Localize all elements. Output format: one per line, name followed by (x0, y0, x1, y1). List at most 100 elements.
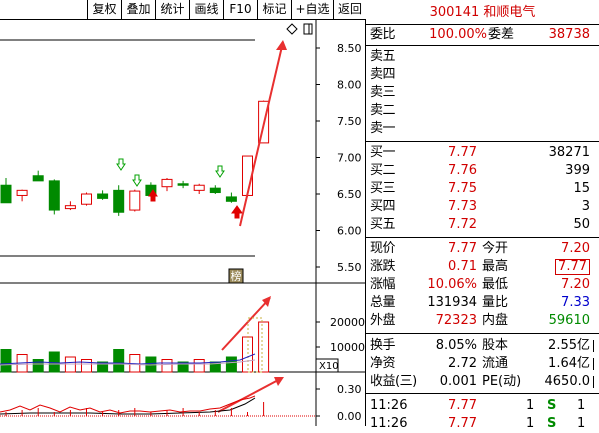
candle-body (113, 189, 125, 213)
candle-body (225, 196, 237, 202)
candle-body (81, 193, 92, 205)
buy-4-label: 买四 (370, 199, 396, 214)
tick-time: 11:26 (370, 398, 408, 413)
volume-bar (161, 359, 173, 373)
buy-1-label: 买一 (370, 145, 396, 160)
tick-row[interactable]: 11:26 7.77 1 S 1 (366, 415, 599, 433)
buy-5-row[interactable]: 买五 7.72 50 (366, 216, 599, 234)
tick-row[interactable]: 11:26 7.77 1 S 1 (366, 397, 599, 415)
add-favorite-button[interactable]: +自选 (291, 0, 333, 20)
draw-line-button[interactable]: 画线 (189, 0, 223, 20)
price-trend-arrow (239, 41, 284, 227)
ranking-badge-label: 榜 (231, 269, 242, 283)
low-value: 7.20 (561, 277, 590, 292)
candle-body (177, 183, 189, 186)
price-tick-label: 6.50 (337, 188, 362, 201)
window-icon[interactable] (303, 23, 313, 35)
sell-3-row[interactable]: 卖三 (366, 84, 599, 102)
green-arrow-icon (132, 174, 142, 187)
candle-body (16, 189, 28, 196)
sell-1-row[interactable]: 卖一 (366, 120, 599, 138)
candle-body (193, 184, 205, 191)
net-asset-value: 2.72 (448, 356, 477, 371)
volume-tick-label: 10000 (330, 341, 365, 354)
weibi-value: 100.00% (429, 27, 487, 42)
volume-bar (258, 321, 270, 373)
indicator-trend-arrowhead (274, 377, 284, 386)
indicator-tick-label: 0.00 (337, 410, 362, 423)
ranking-badge[interactable] (228, 268, 244, 284)
change-pct-label: 涨幅 (370, 277, 396, 292)
turnover-value: 8.05% (435, 338, 477, 353)
stat-row-price: 现价 7.77 今开 7.20 (366, 240, 599, 258)
statistics-button[interactable]: 统计 (155, 0, 189, 20)
share-capital-label: 股本 (482, 338, 509, 353)
buy-1-row[interactable]: 买一 7.77 38271 (366, 144, 599, 162)
high-label: 最高 (482, 259, 509, 274)
net-asset-label: 净资 (370, 356, 396, 371)
indicator-axis: 0.30 0.00 (316, 383, 362, 423)
buy-2-row[interactable]: 买二 7.76 399 (366, 162, 599, 180)
buy-3-label: 买三 (370, 181, 396, 196)
buy-5-price: 7.72 (448, 217, 477, 232)
price-tick-label: 8.00 (337, 79, 362, 92)
buy-1-volume: 38271 (548, 145, 590, 160)
volume-bar (32, 359, 44, 373)
volume-bar (177, 361, 189, 373)
buy-5-volume: 50 (573, 217, 590, 232)
buy-4-price: 7.73 (448, 199, 477, 214)
change-value: 0.71 (448, 259, 477, 274)
chart-option-icons[interactable] (286, 23, 313, 35)
buy-3-row[interactable]: 买三 7.75 15 (366, 180, 599, 198)
tick-count: 1 (577, 398, 586, 413)
candle-body (32, 175, 44, 182)
sell-5-row[interactable]: 卖五 (366, 48, 599, 66)
volume-bar (0, 349, 12, 373)
buy-1-price: 7.77 (448, 145, 477, 160)
candlestick-series (0, 100, 270, 216)
inner-disk-label: 内盘 (482, 313, 509, 328)
tick-side: S (547, 398, 557, 413)
sell-4-row[interactable]: 卖四 (366, 66, 599, 84)
diamond-icon[interactable] (286, 23, 298, 35)
stat-row-netasset: 净资 2.72 流通 1.64亿 (366, 355, 599, 373)
volume-bar (242, 336, 253, 373)
indicator-tick-label: 0.30 (337, 383, 362, 396)
overlay-button[interactable]: 叠加 (121, 0, 155, 20)
kline-chart-area[interactable]: 8.50 8.00 7.50 7.00 6.50 6.00 5.50 榜 20000 1000… (0, 20, 366, 426)
mark-button[interactable]: 标记 (257, 0, 291, 20)
float-shares-value: 1.64亿 (548, 356, 590, 371)
inner-disk-value: 59610 (548, 313, 590, 328)
weibi-label: 委比 (370, 27, 396, 42)
f10-button[interactable]: F10 (223, 0, 257, 20)
buy-3-price: 7.75 (448, 181, 477, 196)
kline-chart-svg[interactable]: 8.50 8.00 7.50 7.00 6.50 6.00 5.50 榜 20000 1000… (0, 20, 366, 426)
candle-body (161, 178, 173, 188)
price-tick-label: 8.50 (337, 42, 362, 55)
signal-arrows (116, 158, 243, 219)
stat-row-disk: 外盘 72323 内盘 59610 (366, 312, 599, 330)
sell-2-label: 卖二 (370, 103, 396, 118)
stat-row-eps: 收益(三) 0.001 PE(动) 4650.0 (366, 373, 599, 391)
weibi-row: 委比 100.00% 委差 38738 (366, 26, 599, 44)
outer-disk-value: 72323 (435, 313, 477, 328)
back-button[interactable]: 返回 (333, 0, 366, 20)
share-capital-value: 2.55亿 (548, 338, 590, 353)
tick-price: 7.77 (448, 416, 477, 431)
pe-label: PE(动) (482, 374, 522, 389)
indicator-trend-arrow (217, 377, 283, 413)
tick-volume: 1 (526, 416, 535, 431)
volume-tick-label: 20000 (330, 316, 365, 329)
red-up-arrow-icon (148, 189, 158, 202)
stat-row-volume: 总量 131934 量比 7.33 (366, 294, 599, 312)
tick-price: 7.77 (448, 398, 477, 413)
stat-row-change: 涨跌 0.71 最高 7.77 (366, 258, 599, 276)
fuquan-button[interactable]: 复权 (87, 0, 121, 20)
candle-body (64, 205, 76, 210)
volume-bar (81, 359, 92, 373)
buy-4-row[interactable]: 买四 7.73 3 (366, 198, 599, 216)
volume-bar (193, 359, 205, 373)
sell-2-row[interactable]: 卖二 (366, 102, 599, 120)
candle-body (97, 193, 109, 199)
eps-label: 收益(三) (370, 374, 417, 389)
